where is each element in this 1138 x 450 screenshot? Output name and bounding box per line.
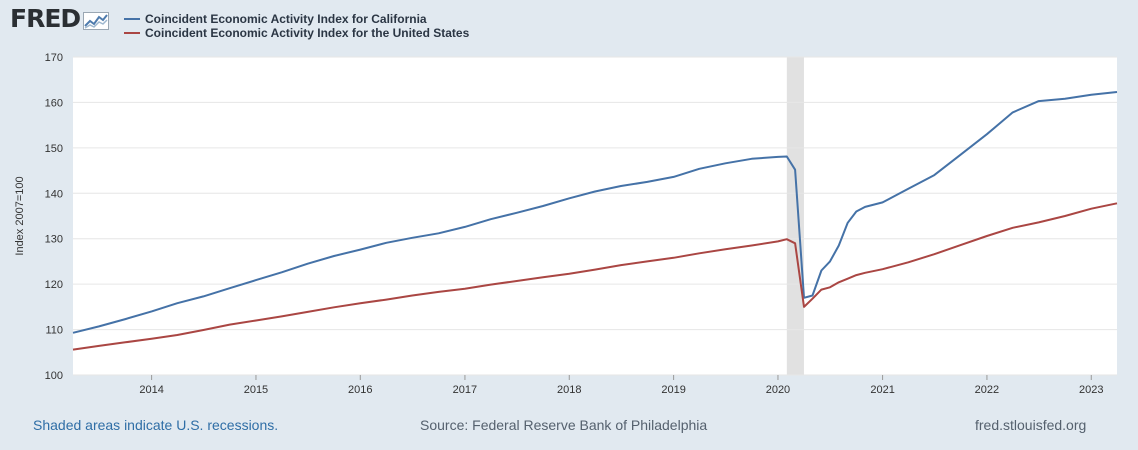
- x-tick-label: 2017: [453, 384, 477, 396]
- source-text: Source: Federal Reserve Bank of Philadel…: [420, 417, 708, 433]
- series-line-california: [72, 91, 1118, 334]
- legend-item-united-states[interactable]: Coincident Economic Activity Index for t…: [124, 26, 469, 40]
- legend-item-california[interactable]: Coincident Economic Activity Index for C…: [124, 12, 469, 26]
- legend-swatch-california: [124, 18, 140, 20]
- legend-swatch-united-states: [124, 32, 140, 34]
- x-tick-label: 2014: [139, 384, 163, 396]
- y-tick-label: 120: [45, 279, 63, 291]
- y-tick-label: 150: [45, 143, 63, 155]
- x-tick-label: 2018: [557, 384, 581, 396]
- legend-label-united-states: Coincident Economic Activity Index for t…: [145, 26, 470, 40]
- x-tick-label: 2019: [661, 384, 685, 396]
- fred-logo-text: FRED: [10, 4, 81, 33]
- x-tick-label: 2016: [348, 384, 372, 396]
- line-chart-icon: [83, 12, 110, 30]
- recession-shade: [786, 57, 804, 375]
- x-tick-label: 2022: [975, 384, 999, 396]
- y-tick-label: 160: [45, 97, 63, 109]
- legend-label-california: Coincident Economic Activity Index for C…: [145, 12, 427, 26]
- x-tick-label: 2021: [870, 384, 894, 396]
- fred-logo[interactable]: FRED: [10, 4, 110, 33]
- x-tick-label: 2023: [1079, 384, 1103, 396]
- chart-legend: Coincident Economic Activity Index for C…: [124, 12, 469, 40]
- recession-note-link[interactable]: Shaded areas indicate U.S. recessions.: [33, 417, 279, 433]
- y-tick-label: 140: [45, 188, 63, 200]
- plot-area: [73, 57, 1117, 375]
- site-text: fred.stlouisfed.org: [975, 417, 1087, 433]
- series-line-united-states: [72, 202, 1118, 351]
- y-tick-label: 170: [45, 52, 63, 64]
- y-axis-label: Index 2007=100: [14, 176, 26, 255]
- y-tick-label: 130: [45, 234, 63, 246]
- x-tick-label: 2015: [244, 384, 268, 396]
- x-tick-label: 2020: [766, 384, 790, 396]
- y-tick-label: 100: [45, 370, 63, 382]
- y-tick-label: 110: [45, 325, 63, 337]
